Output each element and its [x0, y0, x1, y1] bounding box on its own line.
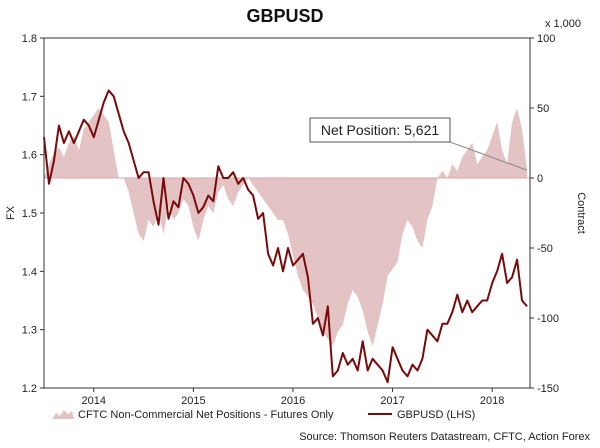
net-position-callout: Net Position: 5,621	[309, 117, 528, 171]
left-axis-title: FX	[5, 205, 17, 220]
left-tick-label: 1.7	[22, 91, 37, 103]
callout-text: Net Position: 5,621	[321, 122, 440, 138]
left-tick-label: 1.8	[22, 33, 37, 45]
legend-swatch-area	[52, 410, 74, 419]
right-tick-label: -150	[537, 383, 559, 395]
area-layer	[44, 108, 527, 346]
right-tick-label: -50	[537, 243, 553, 255]
left-axis: 1.8 1.7 1.6 1.5 1.4 1.3 1.2	[22, 33, 44, 395]
x-tick-label: 2014	[82, 395, 106, 407]
x-tick-label: 2018	[480, 395, 504, 407]
line-layer	[43, 89, 528, 384]
legend-item-net-positions: CFTC Non-Commercial Net Positions - Futu…	[52, 409, 334, 421]
series-net-positions-area	[44, 108, 527, 346]
legend-label-net-positions: CFTC Non-Commercial Net Positions - Futu…	[78, 409, 334, 421]
x-tick-label: 2017	[380, 395, 404, 407]
right-axis: 100 50 0 -50 -100 -150	[530, 33, 559, 395]
left-tick-label: 1.5	[22, 208, 37, 220]
x-tick-label: 2015	[181, 395, 205, 407]
legend-label-gbpusd: GBPUSD (LHS)	[397, 409, 475, 421]
right-axis-scale-note: x 1,000	[545, 18, 581, 30]
chart-title: GBPUSD	[246, 6, 323, 26]
left-tick-label: 1.2	[22, 383, 37, 395]
x-tick-label: 2016	[281, 395, 305, 407]
right-tick-label: -100	[537, 313, 559, 325]
legend-item-gbpusd: GBPUSD (LHS)	[368, 409, 475, 421]
left-tick-label: 1.3	[22, 325, 37, 337]
right-tick-label: 0	[537, 173, 543, 185]
callout-leader-line	[449, 141, 528, 171]
legend: CFTC Non-Commercial Net Positions - Futu…	[52, 409, 475, 421]
source-note: Source: Thomson Reuters Datastream, CFTC…	[299, 431, 590, 443]
x-axis: 2014 2015 2016 2017 2018	[82, 388, 504, 407]
left-tick-label: 1.6	[22, 150, 37, 162]
right-axis-title: Contract	[575, 192, 587, 234]
right-tick-label: 50	[537, 103, 549, 115]
callout-box	[309, 117, 451, 143]
right-tick-label: 100	[537, 33, 555, 45]
series-gbpusd-line	[43, 89, 528, 384]
left-tick-label: 1.4	[22, 266, 37, 278]
